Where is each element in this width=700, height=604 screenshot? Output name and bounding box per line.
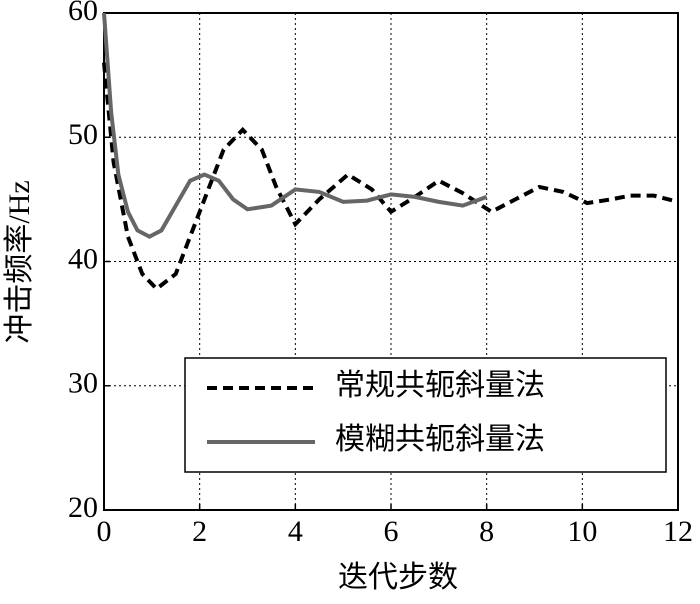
x-tick-label: 4 (288, 515, 303, 548)
x-tick-label: 6 (384, 515, 399, 548)
data-line (102, 62, 679, 292)
y-axis-label: 冲击频率/Hz (3, 180, 36, 343)
x-tick-label: 2 (192, 515, 207, 548)
y-tick-label: 60 (68, 0, 98, 27)
legend-box (184, 357, 667, 473)
x-tick-label: 12 (663, 515, 693, 548)
legend-label: 常规共轭斜量法 (335, 369, 545, 402)
x-tick-label: 10 (567, 515, 597, 548)
data-line (102, 12, 488, 239)
y-tick-label: 40 (68, 242, 98, 275)
x-axis-label: 迭代步数 (338, 561, 458, 594)
x-tick-label: 0 (97, 515, 112, 548)
y-tick-label: 50 (68, 118, 98, 151)
y-tick-label: 20 (68, 491, 98, 524)
y-tick-label: 30 (68, 367, 98, 400)
legend-label: 模糊共轭斜量法 (335, 423, 545, 456)
plot-frame (103, 12, 679, 511)
x-tick-label: 8 (479, 515, 494, 548)
